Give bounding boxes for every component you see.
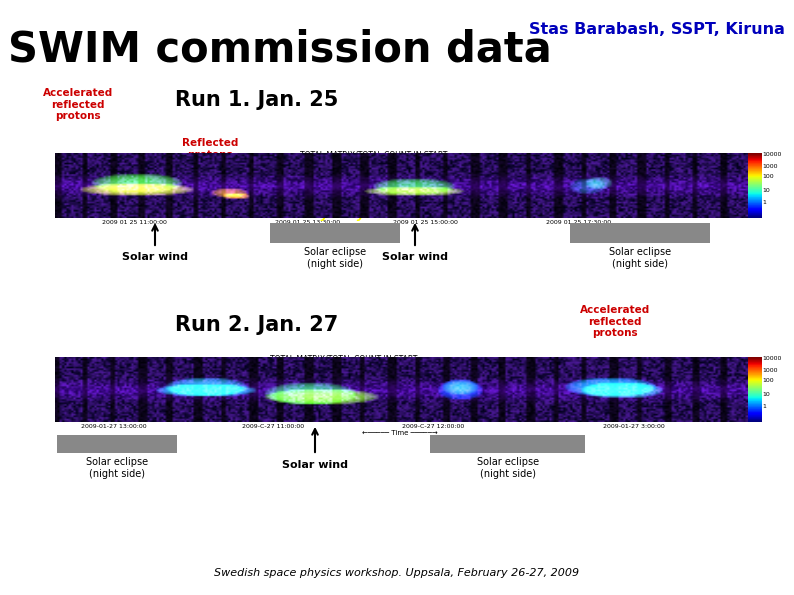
Text: 2009 01 25 15:00:00: 2009 01 25 15:00:00 [393, 220, 458, 225]
Text: 2009 01 25 11:00:00: 2009 01 25 11:00:00 [102, 220, 167, 225]
Text: TOTAL MATRIX/TOTAL COUNT IN START: TOTAL MATRIX/TOTAL COUNT IN START [300, 151, 447, 160]
Text: 1000: 1000 [762, 164, 777, 168]
Bar [57, 435, 177, 453]
Text: Solar wind: Solar wind [382, 252, 448, 262]
Text: 1: 1 [762, 405, 766, 409]
Text: 10: 10 [762, 187, 769, 193]
Text: SWIM commission data: SWIM commission data [8, 28, 552, 70]
Text: TOTAL MATRIX/TOTAL COUNT IN START: TOTAL MATRIX/TOTAL COUNT IN START [270, 355, 418, 364]
Text: Mystery!: Mystery! [479, 400, 542, 413]
Text: Run 2. Jan. 27: Run 2. Jan. 27 [175, 315, 338, 335]
Text: 2009-C-27 11:00:00: 2009-C-27 11:00:00 [242, 424, 304, 429]
Text: Energy [eV]: Energy [eV] [44, 369, 52, 411]
Text: 10000: 10000 [762, 356, 781, 362]
Text: 1: 1 [762, 201, 766, 205]
Text: Solar eclipse
(night side): Solar eclipse (night side) [477, 457, 539, 478]
Text: Run 1. Jan. 25: Run 1. Jan. 25 [175, 90, 338, 110]
Text: 100: 100 [762, 174, 773, 180]
Text: 2009-01-27 13:00:00: 2009-01-27 13:00:00 [81, 424, 147, 429]
Text: Solar eclipse
(night side): Solar eclipse (night side) [304, 247, 366, 268]
Text: 10: 10 [762, 392, 769, 396]
Bar [430, 435, 585, 453]
Text: 2009-01-27 3:00:00: 2009-01-27 3:00:00 [603, 424, 665, 429]
Text: ←───── Time ─────→: ←───── Time ─────→ [362, 430, 437, 436]
Text: Mystery!: Mystery! [309, 208, 372, 221]
Text: 2009 01 25 13:30:00: 2009 01 25 13:30:00 [276, 220, 341, 225]
Bar [570, 223, 710, 243]
Text: 100: 100 [762, 378, 773, 384]
Text: Stas Barabash, SSPT, Kiruna: Stas Barabash, SSPT, Kiruna [529, 22, 785, 37]
Text: 2009-C-27 12:00:00: 2009-C-27 12:00:00 [402, 424, 464, 429]
Text: Accelerated
reflected
protons: Accelerated reflected protons [580, 305, 650, 338]
Text: Energy [eV]: Energy [eV] [44, 164, 52, 205]
Bar [270, 223, 400, 243]
Text: Solar wind: Solar wind [122, 252, 188, 262]
Text: 1000: 1000 [762, 368, 777, 372]
Text: 2009 01 25 17:30:00: 2009 01 25 17:30:00 [545, 220, 611, 225]
Text: 10000: 10000 [762, 152, 781, 158]
Text: Solar wind: Solar wind [282, 460, 348, 470]
Text: Swedish space physics workshop. Uppsala, February 26-27, 2009: Swedish space physics workshop. Uppsala,… [214, 568, 580, 578]
Text: Solar eclipse
(night side): Solar eclipse (night side) [609, 247, 671, 268]
Text: Accelerated
reflected
protons: Accelerated reflected protons [43, 88, 114, 121]
Text: Solar eclipse
(night side): Solar eclipse (night side) [86, 457, 148, 478]
Text: Reflected
protons: Reflected protons [182, 138, 238, 159]
